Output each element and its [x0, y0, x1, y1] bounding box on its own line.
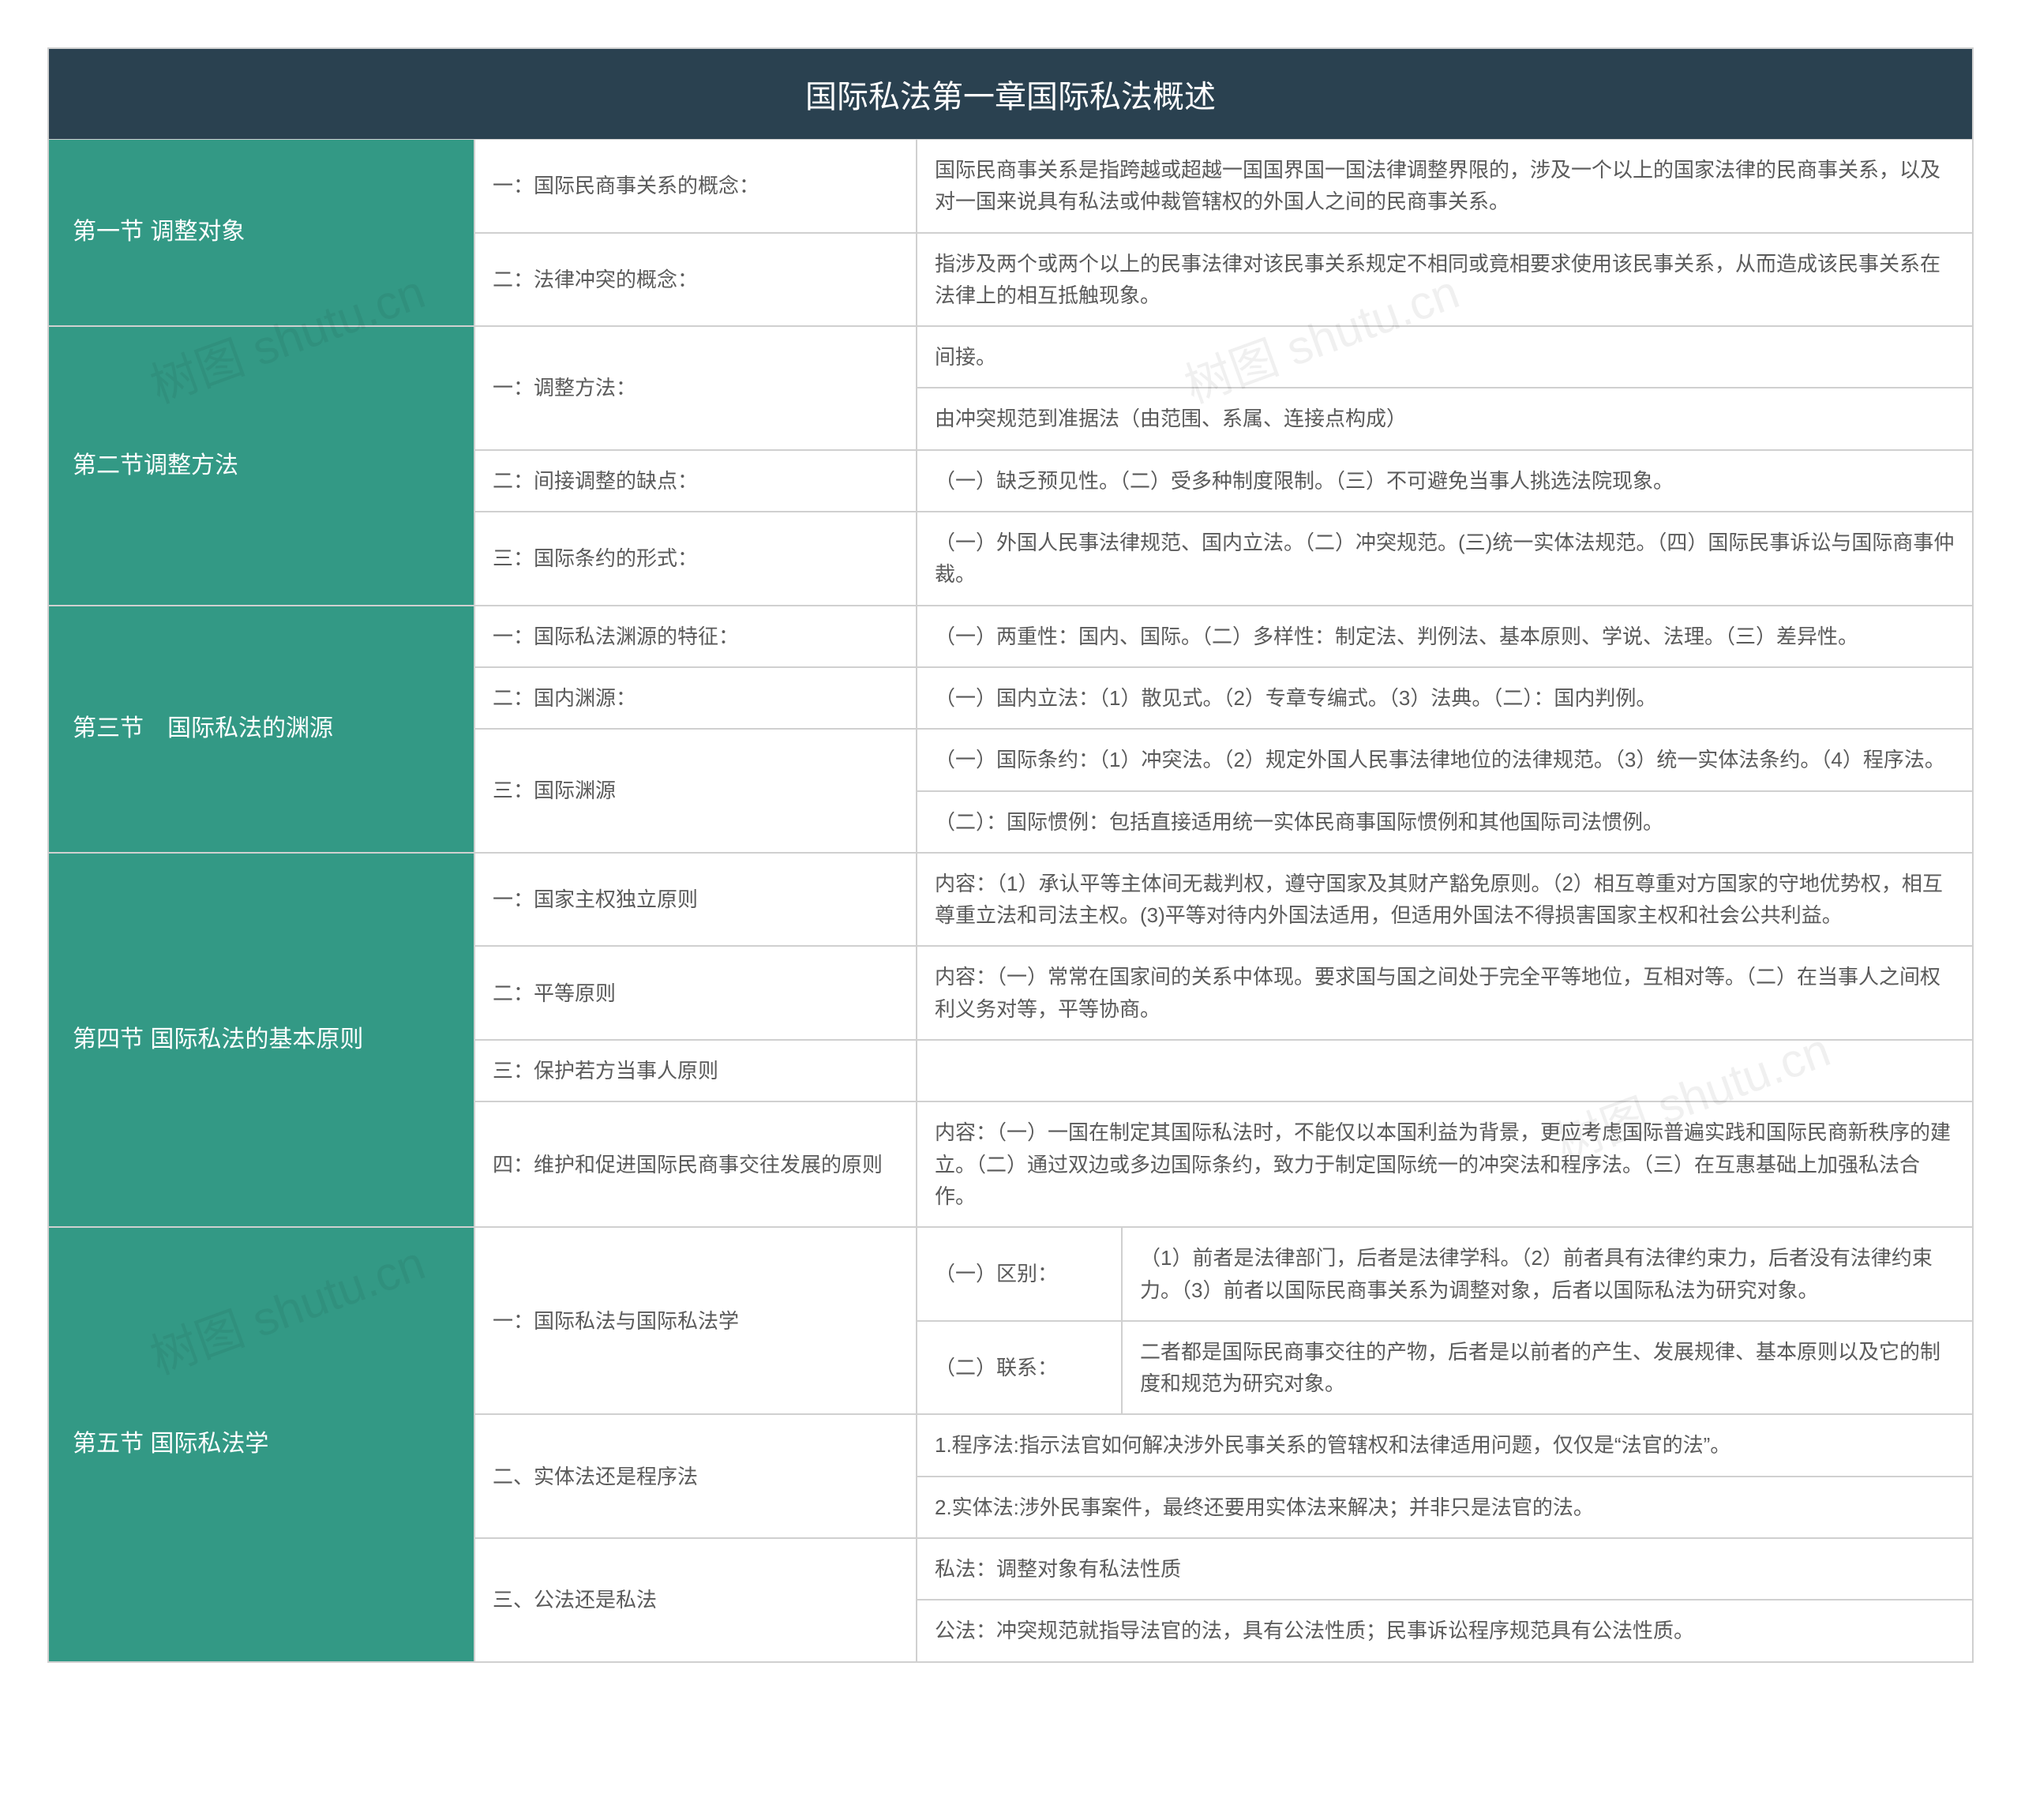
leaf-text: 由冲突规范到准据法（由范围、系属、连接点构成）	[917, 388, 1973, 449]
chart-title: 国际私法第一章国际私法概述	[48, 48, 1973, 139]
sub-label: 一：调整方法：	[474, 326, 917, 450]
sub-label: 三：国际渊源	[474, 729, 917, 853]
leaf-text: （二）：国际惯例：包括直接适用统一实体民商事国际惯例和其他国际司法惯例。	[917, 791, 1973, 853]
leaf-text: （一）两重性：国内、国际。（二）多样性：制定法、判例法、基本原则、学说、法理。（…	[917, 606, 1973, 667]
leaf-text: （一）外国人民事法律规范、国内立法。（二）冲突规范。(三)统一实体法规范。（四）…	[917, 512, 1973, 606]
leaf-text: （一）缺乏预见性。（二）受多种制度限制。（三）不可避免当事人挑选法院现象。	[917, 450, 1973, 512]
leaf-text: （一）国内立法：（1）散见式。（2）专章专编式。（3）法典。（二）：国内判例。	[917, 667, 1973, 729]
sub-label: 三：保护若方当事人原则	[474, 1040, 917, 1101]
section-label: 第二节调整方法	[48, 326, 474, 605]
leaf-text: 间接。	[917, 326, 1973, 388]
sub-label: 一：国际民商事关系的概念：	[474, 139, 917, 233]
leaf-text: 私法：调整对象有私法性质	[917, 1538, 1973, 1600]
section-row: 第一节 调整对象 一：国际民商事关系的概念： 国际民商事关系是指跨越或超越一国国…	[48, 139, 1973, 326]
sub-label: 一：国际私法渊源的特征：	[474, 606, 917, 667]
sub-label: 二：间接调整的缺点：	[474, 450, 917, 512]
leaf-text	[917, 1040, 1973, 1101]
leaf-text: 指涉及两个或两个以上的民事法律对该民事关系规定不相同或竟相要求使用该民事关系，从…	[917, 233, 1973, 327]
sub-label: 三：国际条约的形式：	[474, 512, 917, 606]
mid-label: （一）区别：	[917, 1227, 1122, 1321]
leaf-text: 国际民商事关系是指跨越或超越一国国界国一国法律调整界限的，涉及一个以上的国家法律…	[917, 139, 1973, 233]
section-label: 第五节 国际私法学	[48, 1227, 474, 1661]
section-row: 第五节 国际私法学 一：国际私法与国际私法学 （一）区别： （1）前者是法律部门…	[48, 1227, 1973, 1661]
mid-label: （二）联系：	[917, 1321, 1122, 1415]
leaf-text: 2.实体法:涉外民事案件，最终还要用实体法来解决；并非只是法官的法。	[917, 1477, 1973, 1538]
sub-label: 三、公法还是私法	[474, 1538, 917, 1662]
leaf-text: （1）前者是法律部门，后者是法律学科。（2）前者具有法律约束力，后者没有法律约束…	[1122, 1227, 1973, 1321]
section-label: 第三节 国际私法的渊源	[48, 606, 474, 853]
leaf-text: （一）国际条约：（1）冲突法。（2）规定外国人民事法律地位的法律规范。（3）统一…	[917, 729, 1973, 790]
section-row: 第四节 国际私法的基本原则 一：国家主权独立原则 内容：（1）承认平等主体间无裁…	[48, 853, 1973, 1227]
sub-label: 二：国内渊源：	[474, 667, 917, 729]
sub-label: 二：平等原则	[474, 946, 917, 1040]
sub-label: 二、实体法还是程序法	[474, 1414, 917, 1538]
leaf-text: 1.程序法:指示法官如何解决涉外民事关系的管辖权和法律适用问题，仅仅是“法官的法…	[917, 1414, 1973, 1476]
sub-label: 二：法律冲突的概念：	[474, 233, 917, 327]
sub-label: 一：国际私法与国际私法学	[474, 1227, 917, 1414]
leaf-text: 公法：冲突规范就指导法官的法，具有公法性质；民事诉讼程序规范具有公法性质。	[917, 1600, 1973, 1661]
sub-label: 四：维护和促进国际民商事交往发展的原则	[474, 1101, 917, 1227]
leaf-text: 内容：（一）一国在制定其国际私法时，不能仅以本国利益为背景，更应考虑国际普遍实践…	[917, 1101, 1973, 1227]
leaf-text: 二者都是国际民商事交往的产物，后者是以前者的产生、发展规律、基本原则以及它的制度…	[1122, 1321, 1973, 1415]
section-label: 第四节 国际私法的基本原则	[48, 853, 474, 1227]
section-label: 第一节 调整对象	[48, 139, 474, 326]
sub-label: 一：国家主权独立原则	[474, 853, 917, 947]
leaf-text: 内容：（1）承认平等主体间无裁判权，遵守国家及其财产豁免原则。（2）相互尊重对方…	[917, 853, 1973, 947]
leaf-text: 内容：（一）常常在国家间的关系中体现。要求国与国之间处于完全平等地位，互相对等。…	[917, 946, 1973, 1040]
section-row: 第二节调整方法 一：调整方法： 间接。 由冲突规范到准据法（由范围、系属、连接点…	[48, 326, 1973, 605]
section-row: 第三节 国际私法的渊源 一：国际私法渊源的特征： （一）两重性：国内、国际。（二…	[48, 606, 1973, 853]
tree-table: 国际私法第一章国际私法概述 第一节 调整对象 一：国际民商事关系的概念： 国际民…	[47, 47, 1974, 1663]
